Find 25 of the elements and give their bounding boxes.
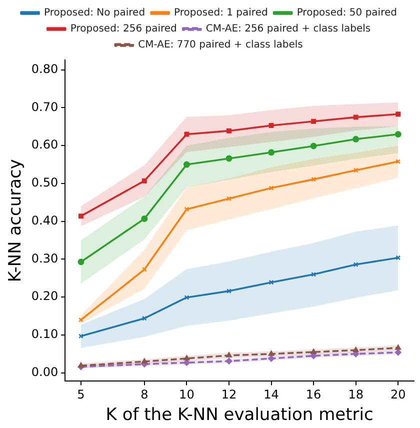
y-tick-label: 0.60 bbox=[31, 138, 58, 152]
legend-label: CM-AE: 770 paired + class labels bbox=[138, 40, 303, 51]
legend-label: Proposed: No paired bbox=[44, 8, 146, 19]
y-tick-label: 0.10 bbox=[31, 327, 58, 342]
y-tick-label: 0.50 bbox=[31, 176, 58, 190]
x-tick-label: 14 bbox=[264, 388, 279, 402]
y-tick-label: 0.40 bbox=[31, 213, 58, 228]
y-tick-label: 0.00 bbox=[31, 364, 58, 379]
legend-label: CM-AE: 256 paired + class labels bbox=[206, 24, 371, 35]
x-tick-label: 20 bbox=[390, 388, 406, 402]
y-tick-label: 0.80 bbox=[31, 62, 58, 76]
y-tick-label: 0.20 bbox=[31, 289, 58, 304]
legend-label: Proposed: 256 paired bbox=[70, 24, 177, 35]
legend-label: Proposed: 50 paired bbox=[296, 8, 397, 19]
y-axis-title: K-NN accuracy bbox=[6, 159, 26, 282]
legend-label: Proposed: 1 paired bbox=[174, 8, 268, 19]
x-tick-label: 12 bbox=[221, 388, 237, 402]
x-tick-label: 5 bbox=[77, 388, 85, 402]
x-axis-title: K of the K-NN evaluation metric bbox=[106, 405, 374, 426]
y-tick-label: 0.70 bbox=[31, 100, 58, 114]
y-tick-label: 0.30 bbox=[31, 251, 58, 266]
x-tick-label: 18 bbox=[348, 388, 364, 402]
x-tick-label: 8 bbox=[140, 388, 148, 402]
x-tick-label: 16 bbox=[306, 388, 322, 402]
x-tick-label: 10 bbox=[179, 388, 194, 402]
